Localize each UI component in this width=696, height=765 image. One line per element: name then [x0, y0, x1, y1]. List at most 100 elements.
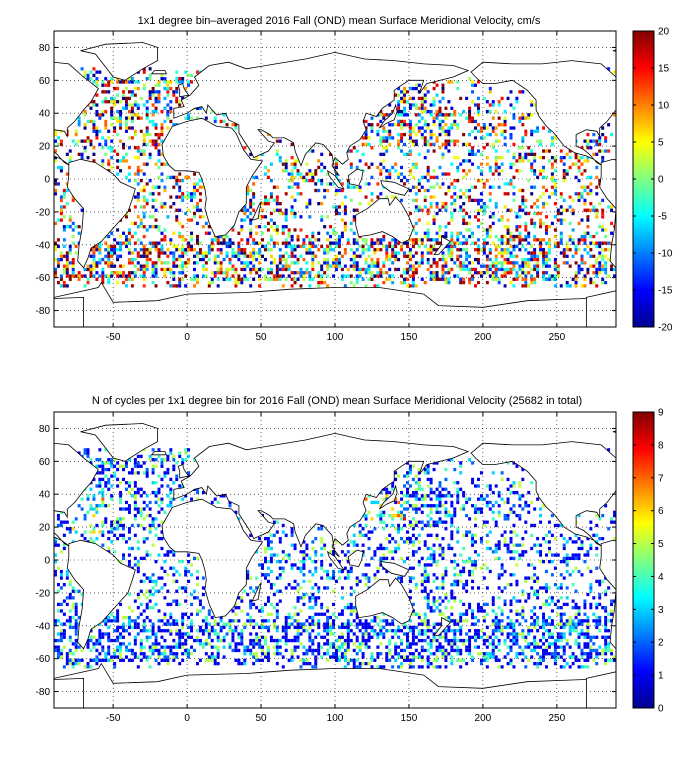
data-cell	[258, 646, 261, 649]
data-cell	[172, 176, 175, 179]
data-cell	[146, 228, 149, 231]
data-cell	[270, 235, 273, 238]
data-cell	[279, 639, 282, 642]
data-cell	[152, 199, 155, 202]
data-cell	[430, 143, 433, 146]
data-cell	[498, 238, 501, 241]
data-cell	[542, 659, 545, 662]
data-cell	[409, 107, 412, 110]
data-cell	[347, 629, 350, 632]
data-cell	[66, 255, 69, 258]
data-cell	[72, 590, 75, 593]
data-cell	[595, 186, 598, 189]
data-cell	[575, 639, 578, 642]
data-cell	[60, 632, 63, 635]
data-cell	[63, 268, 66, 271]
data-cell	[433, 103, 436, 106]
data-cell	[261, 626, 264, 629]
data-cell	[184, 652, 187, 655]
data-cell	[270, 192, 273, 195]
data-cell	[311, 172, 314, 175]
data-cell	[178, 284, 181, 287]
data-cell	[314, 274, 317, 277]
data-cell	[468, 603, 471, 606]
data-cell	[320, 215, 323, 218]
data-cell	[158, 100, 161, 103]
data-cell	[332, 603, 335, 606]
data-cell	[356, 622, 359, 625]
data-cell	[376, 652, 379, 655]
data-cell	[427, 629, 430, 632]
data-cell	[610, 652, 613, 655]
data-cell	[542, 619, 545, 622]
data-cell	[217, 649, 220, 652]
data-cell	[166, 117, 169, 120]
data-cell	[350, 199, 353, 202]
data-cell	[243, 218, 246, 221]
data-cell	[415, 87, 418, 90]
data-cell	[427, 143, 430, 146]
data-cell	[382, 281, 385, 284]
data-cell	[578, 606, 581, 609]
data-cell	[169, 271, 172, 274]
coastline	[684, 71, 696, 74]
data-cell	[459, 599, 462, 602]
data-cell	[373, 284, 376, 287]
data-cell	[285, 241, 288, 244]
data-cell	[181, 622, 184, 625]
data-cell	[249, 603, 252, 606]
data-cell	[110, 80, 113, 83]
data-cell	[110, 123, 113, 126]
data-cell	[465, 583, 468, 586]
data-cell	[140, 268, 143, 271]
data-cell	[63, 629, 66, 632]
data-cell	[453, 632, 456, 635]
data-cell	[515, 228, 518, 231]
data-cell	[444, 225, 447, 228]
data-cell	[240, 596, 243, 599]
data-cell	[447, 626, 450, 629]
data-cell	[453, 123, 456, 126]
data-cell	[382, 238, 385, 241]
data-cell	[409, 268, 412, 271]
data-cell	[527, 251, 530, 254]
data-cell	[347, 662, 350, 665]
data-cell	[400, 642, 403, 645]
data-cell	[548, 258, 551, 261]
data-cell	[415, 232, 418, 235]
data-cell	[338, 258, 341, 261]
data-cell	[456, 619, 459, 622]
data-cell	[181, 616, 184, 619]
data-cell	[385, 622, 388, 625]
data-cell	[359, 271, 362, 274]
data-cell	[607, 123, 610, 126]
data-cell	[160, 629, 163, 632]
data-cell	[524, 212, 527, 215]
data-cell	[492, 278, 495, 281]
data-cell	[498, 659, 501, 662]
data-cell	[294, 245, 297, 248]
data-cell	[152, 143, 155, 146]
data-cell	[595, 603, 598, 606]
data-cell	[536, 140, 539, 143]
data-cell	[512, 596, 515, 599]
data-cell	[397, 110, 400, 113]
data-cell	[447, 251, 450, 254]
data-cell	[581, 186, 584, 189]
data-cell	[273, 245, 276, 248]
data-cell	[146, 133, 149, 136]
data-cell	[397, 176, 400, 179]
data-cell	[134, 156, 137, 159]
data-cell	[583, 665, 586, 668]
data-cell	[326, 609, 329, 612]
data-cell	[125, 117, 128, 120]
data-cell	[350, 163, 353, 166]
data-cell	[433, 149, 436, 152]
data-cell	[149, 606, 152, 609]
data-cell	[489, 274, 492, 277]
data-cell	[282, 163, 285, 166]
data-cell	[536, 629, 539, 632]
data-cell	[504, 130, 507, 133]
data-cell	[418, 218, 421, 221]
data-cell	[424, 205, 427, 208]
